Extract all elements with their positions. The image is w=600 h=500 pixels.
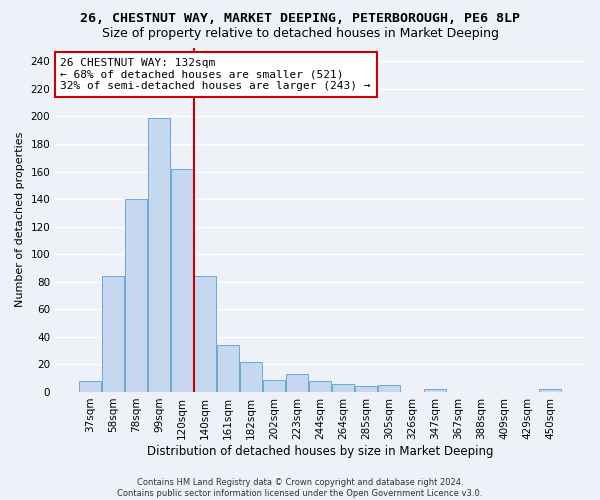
Text: Size of property relative to detached houses in Market Deeping: Size of property relative to detached ho…	[101, 28, 499, 40]
Bar	[217, 345, 239, 392]
Bar	[102, 276, 124, 392]
Bar	[332, 384, 354, 392]
Bar	[378, 385, 400, 392]
Bar	[240, 362, 262, 392]
Bar	[125, 199, 147, 392]
Bar	[79, 381, 101, 392]
Bar	[263, 380, 285, 392]
Bar	[355, 386, 377, 392]
Bar	[148, 118, 170, 392]
X-axis label: Distribution of detached houses by size in Market Deeping: Distribution of detached houses by size …	[147, 444, 493, 458]
Bar	[539, 389, 561, 392]
Text: 26 CHESTNUT WAY: 132sqm
← 68% of detached houses are smaller (521)
32% of semi-d: 26 CHESTNUT WAY: 132sqm ← 68% of detache…	[61, 58, 371, 91]
Bar	[171, 168, 193, 392]
Bar	[424, 389, 446, 392]
Bar	[194, 276, 216, 392]
Bar	[286, 374, 308, 392]
Y-axis label: Number of detached properties: Number of detached properties	[15, 132, 25, 308]
Text: Contains HM Land Registry data © Crown copyright and database right 2024.
Contai: Contains HM Land Registry data © Crown c…	[118, 478, 482, 498]
Bar	[309, 381, 331, 392]
Text: 26, CHESTNUT WAY, MARKET DEEPING, PETERBOROUGH, PE6 8LP: 26, CHESTNUT WAY, MARKET DEEPING, PETERB…	[80, 12, 520, 26]
